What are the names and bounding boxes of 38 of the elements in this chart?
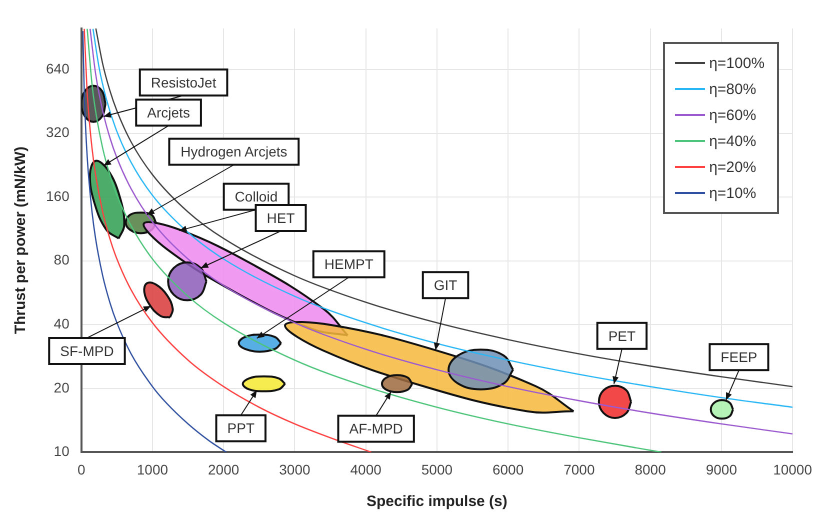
annotation: ResistoJet: [150, 74, 216, 90]
annotation: HEMPT: [324, 256, 374, 272]
annotation: Arcjets: [147, 104, 190, 121]
x-tick-label: 1000: [136, 461, 168, 478]
annotation: GIT: [434, 277, 458, 294]
x-tick-label: 7000: [564, 461, 595, 478]
annotation: PPT: [227, 420, 255, 436]
x-tick-label: 0: [77, 461, 86, 478]
annotation: PET: [608, 328, 636, 344]
x-tick-label: 3000: [279, 461, 310, 478]
x-axis-title: Specific impulse (s): [366, 493, 508, 510]
y-tick-label: 40: [54, 315, 70, 332]
x-tick-label: 2000: [208, 461, 240, 478]
x-tick-label: 6000: [492, 461, 524, 478]
y-tick-label: 80: [54, 252, 70, 268]
x-tick-label: 9000: [706, 461, 738, 478]
x-tick-label: 8000: [634, 461, 666, 478]
legend-label: η=80%: [709, 80, 756, 98]
legend-label: η=60%: [709, 106, 756, 124]
x-tick-label: 5000: [421, 461, 453, 478]
annotation: SF-MPD: [60, 342, 114, 359]
y-tick-label: 320: [46, 124, 70, 140]
x-tick-label: 4000: [350, 461, 382, 478]
annotation: HET: [266, 210, 296, 226]
legend-label: η=100%: [709, 54, 765, 72]
annotation: Hydrogen Arcjets: [180, 144, 288, 160]
y-tick-label: 20: [54, 379, 70, 396]
annotation: FEEP: [720, 349, 758, 366]
legend-label: η=20%: [709, 158, 756, 176]
legend-label: η=10%: [709, 184, 756, 202]
y-axis-title: Thrust per power (mN/kW): [12, 146, 30, 334]
annotation: Colloid: [234, 188, 278, 205]
annotation: AF-MPD: [349, 420, 403, 437]
x-tick-label: 10000: [773, 461, 812, 478]
y-tick-label: 10: [54, 443, 70, 460]
y-tick-label: 640: [46, 60, 70, 76]
legend-label: η=40%: [709, 132, 756, 150]
y-tick-label: 160: [46, 188, 70, 204]
